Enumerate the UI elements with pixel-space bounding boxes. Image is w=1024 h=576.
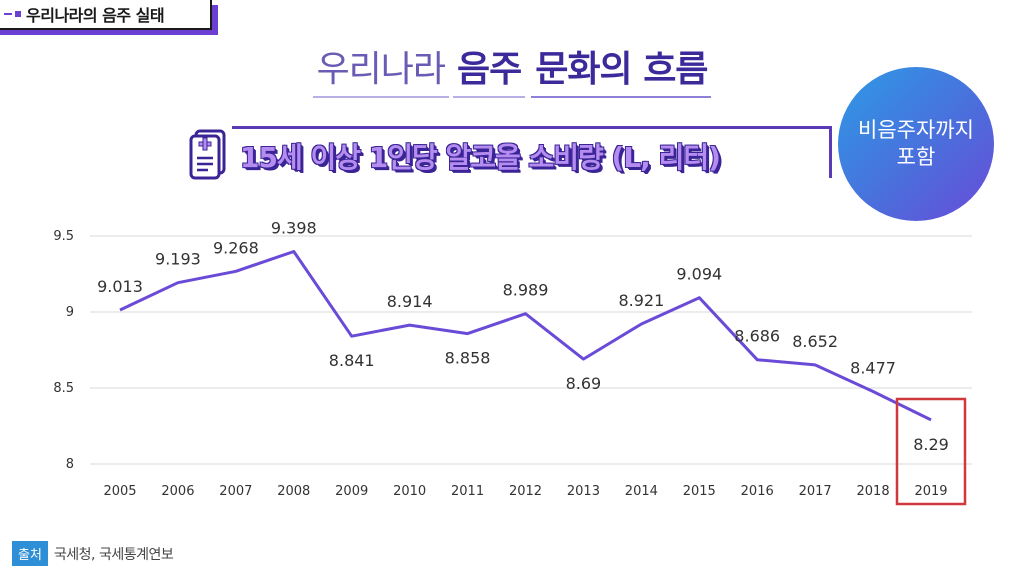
medical-document-icon <box>189 129 226 180</box>
x-tick-label: 2013 <box>567 484 600 499</box>
page-title-part2: 음주 <box>453 40 526 98</box>
x-tick-label: 2010 <box>393 484 426 499</box>
y-tick-label: 9.5 <box>53 229 74 244</box>
highlight-box <box>895 397 967 506</box>
x-tick-label: 2015 <box>683 484 716 499</box>
x-tick-label: 2007 <box>219 484 252 499</box>
data-label: 8.477 <box>850 358 896 377</box>
y-tick-label: 9 <box>66 305 74 320</box>
chart-subtitle: 15세 이상 1인당 알코올 소비량 (L, 리터) <box>240 141 721 174</box>
data-label: 8.69 <box>566 374 602 393</box>
data-label: 8.858 <box>445 349 491 368</box>
x-tick-label: 2012 <box>509 484 542 499</box>
data-label: 9.094 <box>676 265 722 284</box>
page-title: 우리나라 음주 문화의 흐름 <box>0 40 1024 98</box>
x-tick-label: 2018 <box>857 484 890 499</box>
data-label: 8.29 <box>913 435 949 454</box>
note-badge-line1: 비음주자까지 <box>858 118 974 142</box>
section-tag-label: 우리나라의 음주 실태 <box>26 6 165 25</box>
x-tick-label: 2014 <box>625 484 658 499</box>
note-badge: 비음주자까지 포함 <box>838 67 994 221</box>
x-tick-label: 2019 <box>914 484 947 499</box>
data-label: 8.921 <box>618 291 664 310</box>
x-tick-label: 2009 <box>335 484 368 499</box>
note-badge-line2: 포함 <box>896 145 936 169</box>
subtitle-frame <box>232 126 832 178</box>
x-tick-label: 2008 <box>277 484 310 499</box>
series-line <box>119 250 932 422</box>
dash-decoration <box>4 13 12 15</box>
data-label: 8.914 <box>387 292 433 311</box>
bullet-icon <box>15 11 21 17</box>
x-tick-label: 2006 <box>161 484 194 499</box>
y-tick-label: 8.5 <box>53 381 74 396</box>
page-title-part1: 우리나라 <box>312 40 450 98</box>
data-label: 8.989 <box>503 281 549 300</box>
source-text: 국세청, 국세통계연보 <box>53 546 174 563</box>
section-tag: 우리나라의 음주 실태 <box>0 0 212 30</box>
source-label: 출처 <box>12 541 48 566</box>
data-label: 8.652 <box>792 332 838 351</box>
data-label: 9.398 <box>271 219 317 238</box>
x-tick-label: 2005 <box>103 484 136 499</box>
y-tick-label: 8 <box>66 457 74 472</box>
x-tick-label: 2011 <box>451 484 484 499</box>
data-label: 9.268 <box>213 238 259 257</box>
data-label: 8.841 <box>329 351 375 370</box>
data-label: 9.193 <box>155 250 201 269</box>
x-tick-label: 2017 <box>799 484 832 499</box>
page-title-part3: 문화의 흐름 <box>531 40 712 98</box>
source-note: 출처 국세청, 국세통계연보 <box>12 541 174 566</box>
x-tick-label: 2016 <box>741 484 774 499</box>
data-label: 8.686 <box>734 327 780 346</box>
data-label: 9.013 <box>97 277 143 296</box>
